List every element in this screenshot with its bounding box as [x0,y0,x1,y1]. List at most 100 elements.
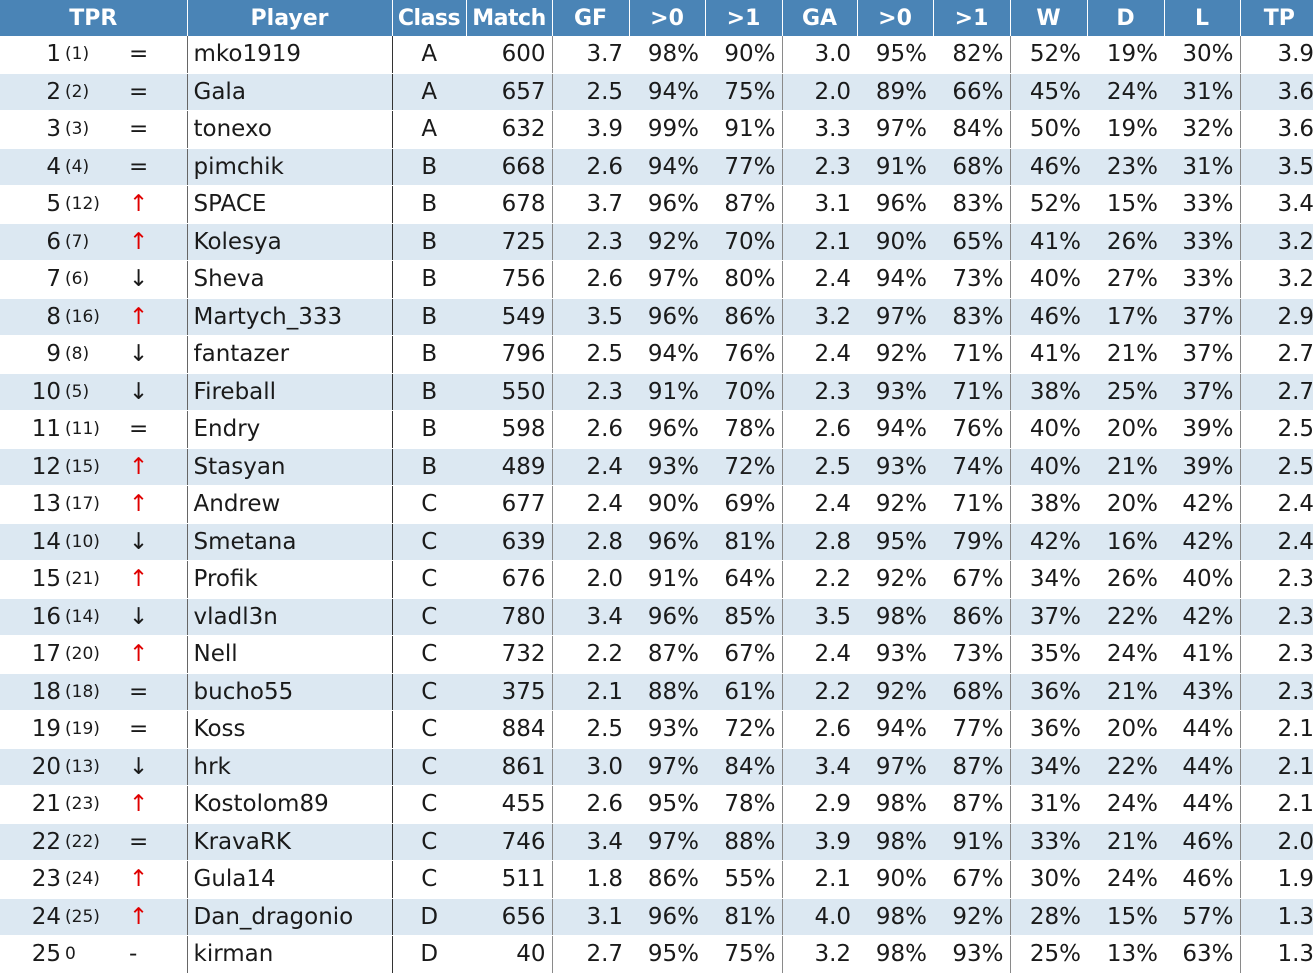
header-l[interactable]: L [1164,0,1241,36]
ga-gt0-value: 98% [857,823,934,861]
header-gf-gt0[interactable]: >0 [629,0,706,36]
equal-icon: = [103,410,188,449]
arrow-down-icon: ↓ [103,748,188,786]
match-count: 639 [466,523,553,561]
gf-value: 2.2 [551,635,630,674]
player-name: Sheva [186,260,393,299]
table-row[interactable]: 13 (17) ↑ Andrew C 677 2.4 90% 69% 2.4 92% 71% 38% 20… [0,485,1313,524]
tp-value: 2.9 [1239,298,1313,336]
gf-value: 3.9 [551,110,630,149]
ga-gt0-value: 93% [857,373,934,411]
gf-value: 2.5 [551,335,630,374]
gf-gt1-value: 85% [705,598,783,636]
previous-rank: (4) [65,148,103,186]
table-row[interactable]: 3 (3) = tonexo A 632 3.9 99% 91% 3.3 97% 84% 50% 19% 3… [0,110,1313,149]
header-tpr[interactable]: TPR [0,0,188,36]
win-pct: 38% [1009,373,1088,411]
table-row[interactable]: 7 (6) ↓ Sheva B 756 2.6 97% 80% 2.4 94% 73% 40% 27% 33… [0,260,1313,299]
table-row[interactable]: 6 (7) ↑ Kolesya B 725 2.3 92% 70% 2.1 90% 65% 41% 26%… [0,223,1313,261]
player-name: Martych_333 [186,298,393,336]
table-row[interactable]: 22 (22) = KravaRK C 746 3.4 97% 88% 3.9 98% 91% 33% 2… [0,823,1313,861]
table-row[interactable]: 11 (11) = Endry B 598 2.6 96% 78% 2.6 94% 76% 40% 20%… [0,410,1313,449]
table-row[interactable]: 19 (19) = Koss C 884 2.5 93% 72% 2.6 94% 77% 36% 20% 4… [0,710,1313,749]
loss-pct: 37% [1164,373,1241,411]
tp-value: 1.9 [1239,860,1313,899]
gf-gt0-value: 96% [629,898,706,936]
class-cell: B [391,185,467,224]
player-name: Kolesya [186,223,393,261]
gf-gt1-value: 67% [705,635,783,674]
table-row[interactable]: 9 (8) ↓ fantazer B 796 2.5 94% 76% 2.4 92% 71% 41% 21… [0,335,1313,374]
gf-gt0-value: 91% [629,560,706,599]
table-row[interactable]: 12 (15) ↑ Stasyan B 489 2.4 93% 72% 2.5 93% 74% 40% 2… [0,448,1313,486]
ga-gt0-value: 89% [857,73,934,111]
header-ga-gt0[interactable]: >0 [857,0,934,36]
header-d[interactable]: D [1087,0,1165,36]
draw-pct: 23% [1087,148,1165,186]
header-tp[interactable]: TP [1240,0,1313,36]
table-row[interactable]: 24 (25) ↑ Dan_dragonio D 656 3.1 96% 81% 4.0 98% 92… [0,898,1313,936]
header-match[interactable]: Match [466,0,553,36]
win-pct: 34% [1009,560,1088,599]
equal-icon: = [103,36,188,74]
previous-rank: (21) [65,560,103,599]
tp-value: 2.5 [1239,410,1313,449]
table-row[interactable]: 16 (14) ↓ vladl3n C 780 3.4 96% 85% 3.5 98% 86% 37% 2… [0,598,1313,636]
table-row[interactable]: 14 (10) ↓ Smetana C 639 2.8 96% 81% 2.8 95% 79% 42% 1… [0,523,1313,561]
loss-pct: 40% [1164,560,1241,599]
win-pct: 33% [1009,823,1088,861]
gf-gt1-value: 78% [705,410,783,449]
win-pct: 42% [1009,523,1088,561]
header-ga-gt1[interactable]: >1 [933,0,1011,36]
ga-gt1-value: 73% [933,635,1011,674]
rank-cell: 13 [0,485,65,524]
header-gf[interactable]: GF [552,0,630,36]
rank-cell: 10 [0,373,65,411]
rank-cell: 4 [0,148,65,186]
match-count: 455 [466,785,553,824]
rank-cell: 24 [0,898,65,936]
table-row[interactable]: 17 (20) ↑ Nell C 732 2.2 87% 67% 2.4 93% 73% 35% 24% 4… [0,635,1313,674]
gf-gt0-value: 96% [629,598,706,636]
table-row[interactable]: 2 (2) = Gala A 657 2.5 94% 75% 2.0 89% 66% 45% 24% 31%… [0,73,1313,111]
header-gf-gt1[interactable]: >1 [705,0,783,36]
table-row[interactable]: 15 (21) ↑ Profik C 676 2.0 91% 64% 2.2 92% 67% 34% 26… [0,560,1313,599]
ga-gt1-value: 68% [933,148,1011,186]
table-row[interactable]: 20 (13) ↓ hrk C 861 3.0 97% 84% 3.4 97% 87% 34% 22% 44… [0,748,1313,786]
table-row[interactable]: 1 (1) = mko1919 A 600 3.7 98% 90% 3.0 95% 82% 52% 19%… [0,36,1313,74]
ga-gt1-value: 71% [933,485,1011,524]
player-name: Andrew [186,485,393,524]
rank-cell: 22 [0,823,65,861]
match-count: 511 [466,860,553,899]
rank-cell: 3 [0,110,65,149]
ga-value: 3.0 [781,36,858,74]
loss-pct: 42% [1164,485,1241,524]
ga-gt1-value: 67% [933,560,1011,599]
table-row[interactable]: 5 (12) ↑ SPACE B 678 3.7 96% 87% 3.1 96% 83% 52% 15% 3… [0,185,1313,224]
table-row[interactable]: 10 (5) ↓ Fireball B 550 2.3 91% 70% 2.3 93% 71% 38% 2… [0,373,1313,411]
header-ga[interactable]: GA [782,0,858,36]
table-row[interactable]: 4 (4) = pimchik B 668 2.6 94% 77% 2.3 91% 68% 46% 23%… [0,148,1313,186]
table-row[interactable]: 25 0- kirman D 40 2.7 95% 75% 3.2 98% 93% 25% 13% 63%… [0,935,1313,974]
player-name: KravaRK [186,823,393,861]
table-row[interactable]: 18 (18) = bucho55 C 375 2.1 88% 61% 2.2 92% 68% 36% 2… [0,673,1313,711]
header-w[interactable]: W [1010,0,1088,36]
header-class[interactable]: Class [392,0,467,36]
ga-value: 2.4 [781,335,858,374]
gf-gt0-value: 99% [629,110,706,149]
ga-value: 2.3 [781,373,858,411]
class-cell: C [391,635,467,674]
loss-pct: 33% [1164,223,1241,261]
ga-gt1-value: 74% [933,448,1011,486]
ga-gt0-value: 98% [857,785,934,824]
previous-rank: (17) [65,485,103,524]
header-player[interactable]: Player [187,0,393,36]
rank-cell: 6 [0,223,65,261]
loss-pct: 30% [1164,36,1241,74]
draw-pct: 21% [1087,335,1165,374]
gf-gt0-value: 93% [629,448,706,486]
table-row[interactable]: 23 (24) ↑ Gula14 C 511 1.8 86% 55% 2.1 90% 67% 30% 24… [0,860,1313,899]
table-row[interactable]: 8 (16) ↑ Martych_333 B 549 3.5 96% 86% 3.2 97% 83% 4… [0,298,1313,336]
win-pct: 34% [1009,748,1088,786]
table-row[interactable]: 21 (23) ↑ Kostolom89 C 455 2.6 95% 78% 2.9 98% 87% 3… [0,785,1313,824]
